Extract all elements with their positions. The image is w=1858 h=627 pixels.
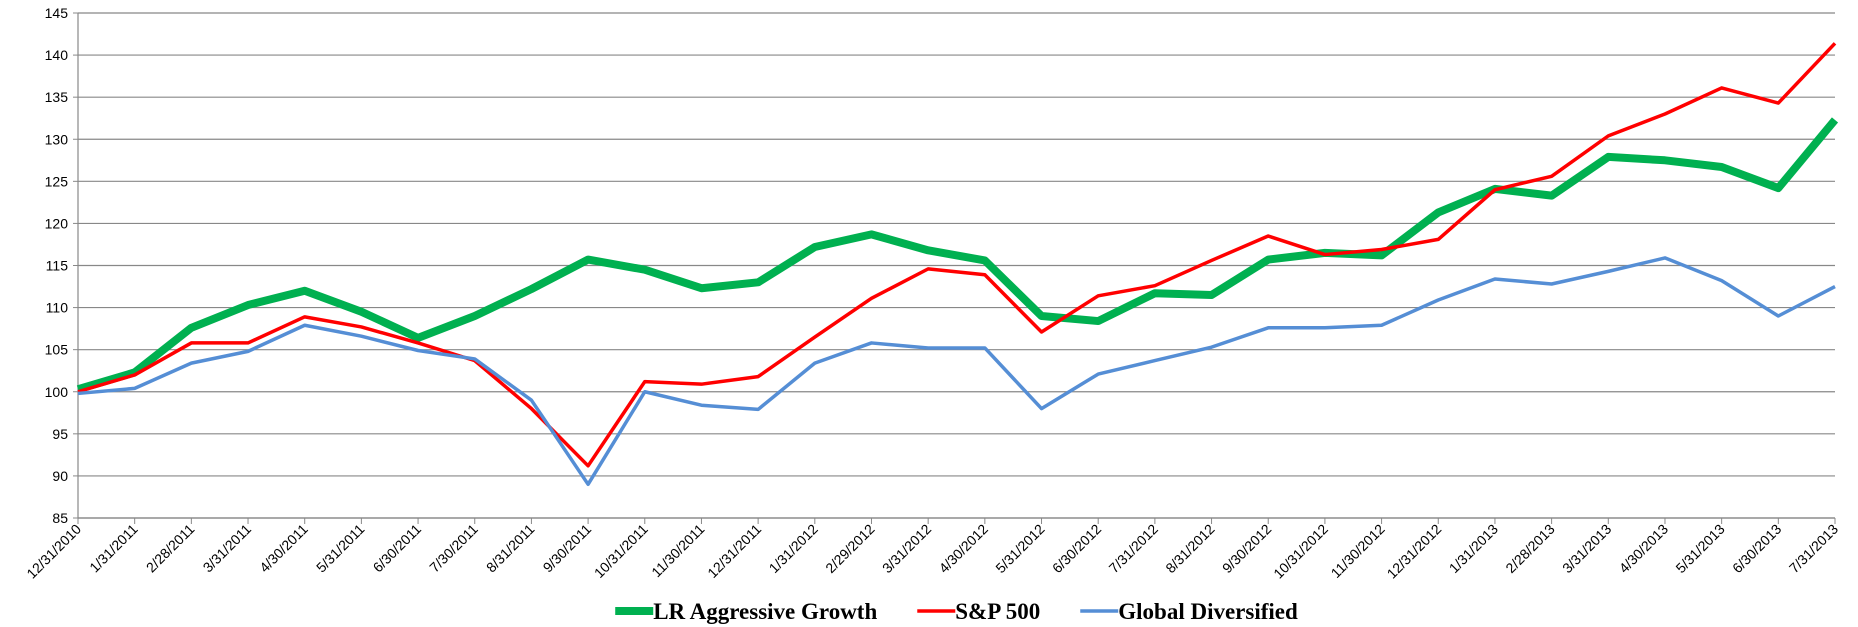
legend: LR Aggressive Growth S&P 500 Global Divers… xyxy=(615,599,1298,624)
x-tick-label: 4/30/2012 xyxy=(936,521,992,577)
x-tick-label: 4/30/2011 xyxy=(256,521,311,576)
y-tick-label: 105 xyxy=(45,342,69,358)
x-tick-label: 9/30/2012 xyxy=(1219,521,1275,577)
x-tick-label: 6/30/2013 xyxy=(1729,521,1785,577)
y-tick-label: 125 xyxy=(45,173,69,189)
y-tick-label: 85 xyxy=(52,510,68,526)
x-tick-label: 7/31/2013 xyxy=(1786,521,1842,577)
series-line xyxy=(76,117,1839,394)
x-tick-label: 11/30/2011 xyxy=(648,521,708,581)
x-tick-label: 5/31/2011 xyxy=(313,521,368,576)
x-tick-label: 12/31/2012 xyxy=(1384,521,1445,582)
y-tick-label: 110 xyxy=(46,300,69,316)
x-tick-label: 9/30/2011 xyxy=(540,521,595,576)
x-tick-label: 3/31/2011 xyxy=(200,521,255,576)
x-tick-label: 1/31/2011 xyxy=(86,521,141,576)
x-tick-label: 1/31/2013 xyxy=(1446,521,1502,577)
y-tick-label: 135 xyxy=(45,89,69,105)
x-tick-label: 3/31/2012 xyxy=(879,521,935,577)
y-tick-label: 140 xyxy=(45,47,69,63)
series-line xyxy=(77,256,1836,487)
x-tick-label: 4/30/2013 xyxy=(1616,521,1672,577)
x-tick-label: 10/31/2012 xyxy=(1270,521,1331,582)
x-tick-label: 8/31/2012 xyxy=(1162,521,1218,577)
x-tick-label: 2/29/2012 xyxy=(822,521,878,577)
legend-label: LR Aggressive Growth xyxy=(653,599,877,624)
x-tick-label: 6/30/2011 xyxy=(370,521,425,576)
x-tick-label: 1/31/2012 xyxy=(766,521,822,577)
y-tick-label: 120 xyxy=(45,215,69,231)
x-tick-label: 5/31/2012 xyxy=(992,521,1048,577)
series-line xyxy=(77,42,1837,468)
x-tick-label: 10/31/2011 xyxy=(591,521,651,581)
y-tick-label: 90 xyxy=(52,468,68,484)
x-tick-label: 11/30/2012 xyxy=(1328,521,1388,581)
x-tick-label: 3/31/2013 xyxy=(1559,521,1615,577)
x-tick-label: 8/31/2011 xyxy=(483,521,538,576)
legend-label: Global Diversified xyxy=(1118,599,1298,624)
x-tick-label: 2/28/2011 xyxy=(143,521,198,576)
x-tick-label: 12/31/2010 xyxy=(23,521,84,582)
y-tick-label: 145 xyxy=(45,5,69,21)
x-tick-label: 6/30/2012 xyxy=(1049,521,1105,577)
x-tick-label: 7/30/2011 xyxy=(426,521,481,576)
x-tick-label: 5/31/2013 xyxy=(1672,521,1728,577)
y-tick-label: 95 xyxy=(52,426,68,442)
x-tick-label: 12/31/2011 xyxy=(704,521,764,581)
legend-label: S&P 500 xyxy=(955,599,1040,624)
y-tick-label: 115 xyxy=(46,258,69,274)
y-tick-label: 130 xyxy=(45,131,69,147)
x-tick-label: 7/31/2012 xyxy=(1106,521,1162,577)
x-tick-label: 2/28/2013 xyxy=(1502,521,1558,577)
y-tick-label: 100 xyxy=(45,384,69,400)
